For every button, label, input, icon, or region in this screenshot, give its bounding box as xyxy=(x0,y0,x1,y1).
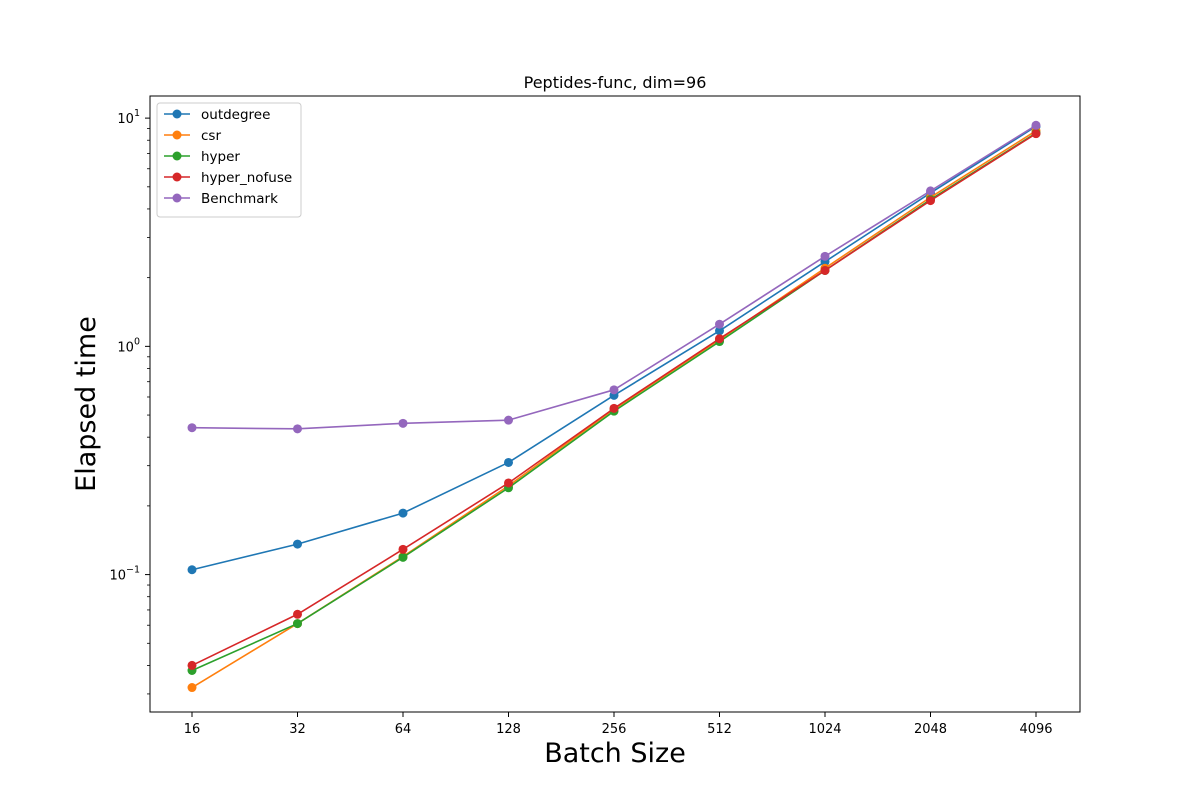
data-point-hyper_nofuse xyxy=(609,403,619,413)
data-point-hyper xyxy=(293,619,302,629)
data-point-Benchmark xyxy=(820,251,830,261)
legend-marker xyxy=(172,130,182,140)
data-point-Benchmark xyxy=(1031,120,1041,130)
data-point-outdegree xyxy=(187,565,197,575)
data-point-hyper_nofuse xyxy=(715,334,724,344)
plot-marks: 16 32 64 128 256 512 1024 2048 4096 10−1 100 101 xyxy=(109,108,1052,737)
y-axis-title: Elapsed time xyxy=(71,316,102,492)
x-tick-label: 2048 xyxy=(914,722,947,737)
data-point-Benchmark xyxy=(293,424,302,434)
x-tick-label: 1024 xyxy=(808,722,841,737)
y-tick-label: 10−1 xyxy=(109,565,140,584)
data-point-hyper_nofuse xyxy=(820,265,830,275)
x-tick-label: 64 xyxy=(395,722,412,737)
data-point-csr xyxy=(187,683,197,693)
y-tick-label: 100 xyxy=(117,336,140,355)
legend-box xyxy=(156,102,302,218)
x-tick-label: 32 xyxy=(289,722,306,737)
data-point-Benchmark xyxy=(715,319,724,329)
data-point-hyper_nofuse xyxy=(187,660,197,670)
data-point-Benchmark xyxy=(398,418,408,428)
data-point-Benchmark xyxy=(609,385,619,395)
plot-frame xyxy=(149,95,1081,713)
data-point-outdegree xyxy=(398,508,408,518)
data-point-Benchmark xyxy=(926,186,935,196)
x-tick-label: 128 xyxy=(496,722,521,737)
legend-label: hyper_nofuse xyxy=(201,170,292,186)
data-point-hyper_nofuse xyxy=(1031,129,1041,139)
data-point-hyper xyxy=(398,552,408,562)
legend-label: outdegree xyxy=(201,107,270,123)
legend-marker xyxy=(172,193,182,203)
x-tick-label: 512 xyxy=(707,722,732,737)
x-tick-label: 4096 xyxy=(1019,722,1052,737)
legend-label: csr xyxy=(201,128,221,144)
data-point-outdegree xyxy=(504,457,513,467)
legend-marker xyxy=(172,172,182,182)
data-point-Benchmark xyxy=(504,415,513,425)
data-point-outdegree xyxy=(293,539,302,549)
legend-label: hyper xyxy=(201,149,240,165)
data-point-hyper_nofuse xyxy=(504,478,513,488)
data-point-hyper_nofuse xyxy=(926,196,935,206)
data-point-hyper_nofuse xyxy=(293,609,302,619)
chart-title: Peptides-func, dim=96 xyxy=(524,73,707,92)
x-tick-label: 16 xyxy=(184,722,201,737)
data-point-Benchmark xyxy=(187,423,197,433)
y-tick-label: 101 xyxy=(117,108,140,127)
x-axis-title: Batch Size xyxy=(544,738,686,769)
legend-marker xyxy=(172,151,182,161)
data-point-outdegree xyxy=(715,326,724,336)
x-tick-label: 256 xyxy=(602,722,627,737)
legend-marker xyxy=(172,109,182,119)
legend-label: Benchmark xyxy=(201,191,278,207)
legend: outdegree csr hyper hyper_nofuse Benchmark xyxy=(156,102,302,218)
data-point-hyper_nofuse xyxy=(398,544,408,554)
